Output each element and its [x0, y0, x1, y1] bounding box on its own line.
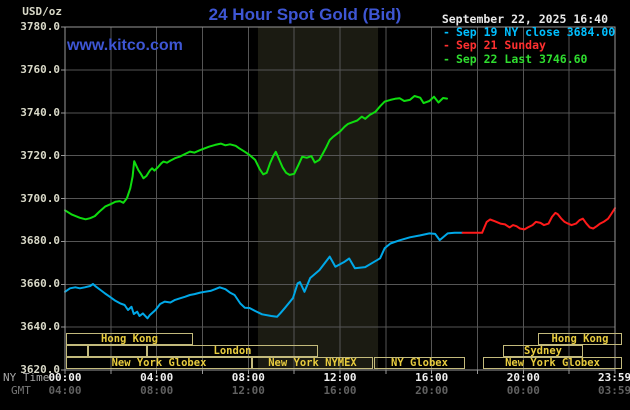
session-box-new-york-globex: New York Globex	[483, 357, 622, 369]
x-axis-ny-time-label: 23:59	[598, 371, 630, 384]
x-axis-ny-time-label: 20:00	[506, 371, 540, 384]
legend-item-sep21: - Sep 21 Sunday	[443, 39, 615, 52]
legend-series-dash-icon: -	[443, 38, 450, 53]
session-box	[88, 345, 147, 357]
session-box	[66, 345, 88, 357]
x-axis-ny-time-label: 04:00	[140, 371, 174, 384]
x-axis-gmt-label: 08:00	[140, 384, 174, 397]
x-axis-gmt-label: 20:00	[415, 384, 449, 397]
y-axis-tick-label: 3720.0	[20, 148, 60, 162]
x-axis-gmt-label: 00:00	[506, 384, 540, 397]
y-axis-tick-label: 3640.0	[20, 320, 60, 334]
x-axis-ny-time-label: 16:00	[415, 371, 449, 384]
legend-item-sep22: - Sep 22 Last 3746.60	[443, 51, 615, 66]
ny-time-axis-name: NY Time	[3, 371, 50, 384]
x-axis-gmt-label: 03:59	[598, 384, 630, 397]
legend-series-dash-icon: -	[443, 25, 450, 39]
x-axis-gmt-label: 04:00	[48, 384, 82, 397]
session-box-label: New York Globex	[505, 357, 600, 369]
session-box-label: Hong Kong	[551, 333, 609, 345]
session-box-hong-kong: Hong Kong	[66, 333, 193, 345]
y-axis-tick-label: 3620.0	[20, 363, 60, 376]
session-box-label: New York Globex	[111, 357, 207, 369]
x-axis-gmt-label: 16:00	[323, 384, 357, 397]
y-axis-tick-label: 3680.0	[20, 234, 60, 248]
session-box-new-york-globex: New York Globex	[66, 357, 252, 369]
y-axis-tick-label: 3740.0	[20, 105, 60, 119]
session-box-hong-kong: Hong Kong	[538, 333, 622, 345]
y-axis-tick-label: 3700.0	[20, 191, 60, 205]
kitco-watermark-link[interactable]: www.kitco.com	[67, 37, 183, 54]
session-box-ny-globex: NY Globex	[374, 357, 465, 369]
session-box-london: London	[147, 345, 318, 357]
session-box-label: New York NYMEX	[268, 357, 357, 369]
y-axis-tick-label: 3760.0	[20, 62, 60, 76]
session-box-label: NY Globex	[391, 357, 448, 369]
chart-timestamp: September 22, 2025 16:40	[441, 12, 608, 26]
x-axis-ny-time-label: 00:00	[48, 371, 82, 384]
y-axis-tick-label: 3780.0	[20, 20, 60, 33]
legend-series-label: Sep 21 Sunday	[455, 38, 546, 53]
series-line-1	[461, 207, 616, 234]
legend-series-label: Sep 19 NY close 3684.00	[455, 25, 616, 39]
session-box-label: Sydney	[524, 345, 562, 357]
chart-title: 24 Hour Spot Gold (Bid)	[208, 5, 402, 24]
session-box-sydney: Sydney	[503, 345, 583, 357]
gmt-axis-name: GMT	[11, 384, 31, 397]
x-axis-ny-time-label: 12:00	[323, 371, 357, 384]
y-axis-tick-label: 3660.0	[20, 277, 60, 291]
legend-item-sep19: - Sep 19 NY close 3684.00	[443, 25, 616, 39]
legend: - Sep 19 NY close 3684.00 - Sep 21 Sunday …	[443, 25, 616, 66]
series-line-2	[64, 95, 448, 221]
session-box-label: Hong Kong	[101, 333, 158, 345]
x-axis-gmt-label: 12:00	[231, 384, 265, 397]
session-box-label: London	[213, 345, 252, 357]
x-axis-ny-time-label: 08:00	[231, 371, 265, 384]
legend-series-label: Sep 22 Last 3746.60	[455, 51, 588, 66]
series-line-0	[64, 231, 464, 320]
legend-series-dash-icon: -	[443, 51, 450, 66]
y-axis-unit-label: USD/oz	[22, 5, 62, 18]
session-box-new-york-nymex: New York NYMEX	[252, 357, 373, 369]
